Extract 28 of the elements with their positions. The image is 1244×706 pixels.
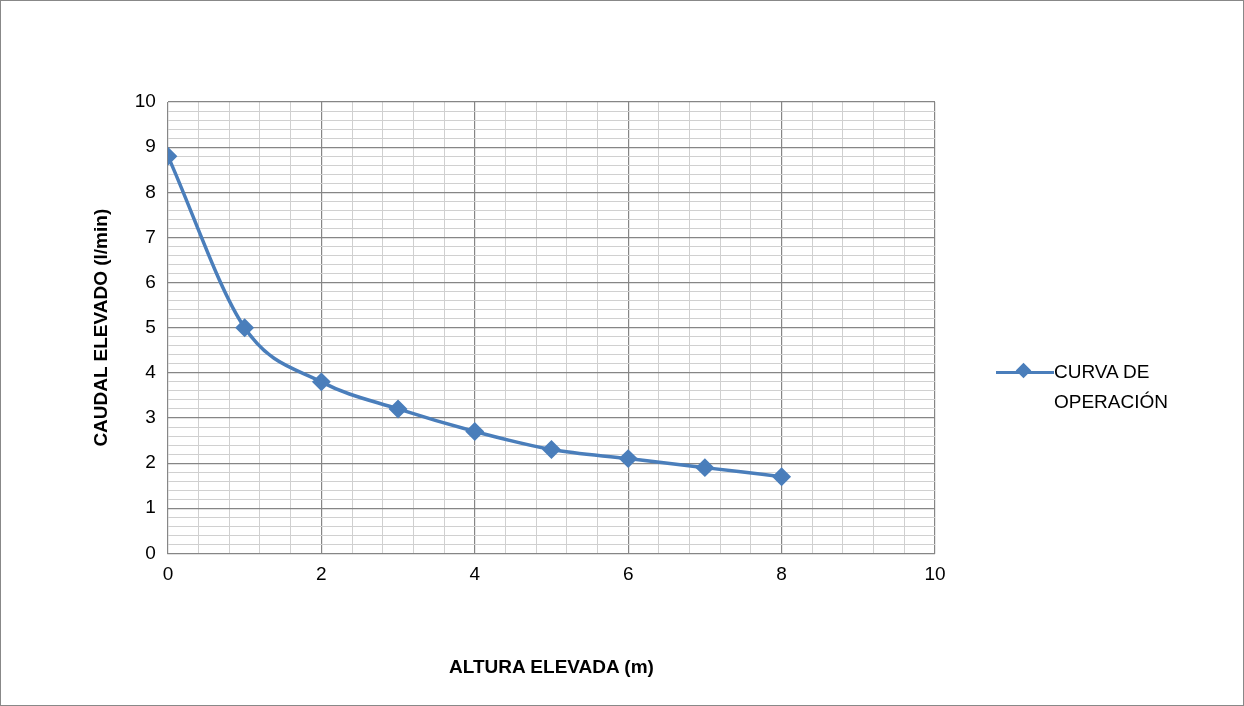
point (389, 400, 407, 418)
y-tick-label: 2 (145, 451, 156, 473)
point (619, 449, 637, 468)
x-axis-title: ALTURA ELEVADA (m) (449, 655, 654, 677)
legend-label: CURVA DE OPERACIÓN (1054, 360, 1170, 414)
x-tick-label: 8 (776, 563, 787, 585)
y-tick-label: 0 (145, 541, 156, 563)
x-tick-label: 10 (924, 563, 946, 585)
y-axis-title: CAUDAL ELEVADO (l/min) (89, 208, 111, 447)
x-tick-label: 2 (316, 563, 327, 585)
y-tick-label: 7 (145, 225, 156, 247)
x-tick-label: 6 (622, 563, 634, 585)
point (235, 318, 254, 337)
x-tick-label: 0 (162, 563, 174, 585)
y-tick-label: 5 (145, 315, 156, 337)
x-tick-label: 4 (469, 563, 481, 585)
y-tick-label: 8 (145, 180, 156, 202)
point (466, 422, 484, 441)
point (772, 467, 791, 486)
point (696, 458, 714, 477)
y-tick-label: 1 (145, 496, 156, 518)
y-tick-label: 10 (134, 90, 156, 112)
point (542, 440, 561, 459)
y-tick-label: 6 (145, 270, 156, 292)
point (312, 373, 331, 391)
y-tick-label: 9 (145, 135, 156, 157)
y-tick-label: 4 (145, 361, 157, 383)
y-tick-label: 3 (145, 406, 156, 428)
